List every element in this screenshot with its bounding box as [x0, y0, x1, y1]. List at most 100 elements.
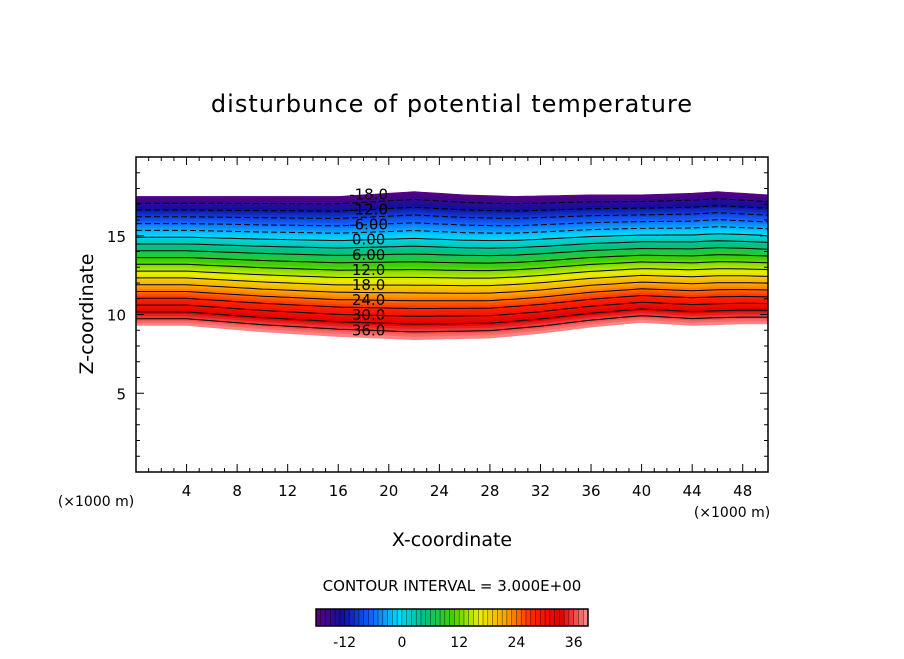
colorbar-swatch	[463, 609, 470, 626]
contour-interval-label: CONTOUR INTERVAL = 3.000E+00	[323, 577, 582, 595]
colorbar-swatch	[330, 609, 336, 626]
colorbar-swatch	[578, 609, 584, 626]
colorbar-swatch	[363, 609, 369, 626]
x-tick-label: 28	[480, 482, 499, 500]
colorbar-swatch	[459, 609, 465, 626]
colorbar-swatch	[549, 609, 555, 626]
colorbar-swatch	[420, 609, 427, 626]
colorbar-swatch	[444, 609, 451, 626]
contour-label: 30.0	[352, 306, 385, 324]
colorbar-swatch	[473, 609, 479, 626]
contour-label: 0.00	[352, 231, 385, 249]
chart-title: disturbunce of potential temperature	[211, 90, 693, 118]
x-tick-label: 36	[581, 482, 600, 500]
contour-line	[136, 247, 769, 257]
contour-line	[136, 205, 769, 212]
x-tick-label: 8	[232, 482, 242, 500]
contour-line	[136, 274, 769, 287]
x-tick-label: 44	[683, 482, 702, 500]
contour-line	[136, 281, 769, 294]
contour-line	[136, 219, 769, 227]
x-tick-label: 20	[379, 482, 398, 500]
colorbar-swatch	[416, 609, 422, 626]
contour-labels: -18.0-12.0-6.000.006.0012.018.024.030.03…	[349, 186, 388, 340]
colorbar-swatch	[387, 609, 393, 626]
y-tick-label: 15	[107, 228, 126, 246]
colorbar-swatch	[411, 609, 417, 626]
x-tick-labels: 4 8 12 16 20 24 28 32 36 40 44 48	[182, 482, 752, 500]
contour-label: 18.0	[352, 276, 385, 294]
colorbar	[315, 609, 589, 626]
contour-label: 24.0	[352, 291, 385, 309]
x-tick-label: 48	[733, 482, 752, 500]
colorbar-swatch	[487, 609, 493, 626]
contour-line	[136, 288, 769, 302]
colorbar-swatch	[535, 609, 541, 626]
contour-line	[136, 301, 769, 317]
colorbar-swatch	[401, 609, 408, 626]
colorbar-swatch	[320, 609, 326, 626]
colorbar-swatch	[349, 609, 355, 626]
colorbar-swatch	[368, 609, 374, 626]
colorbar-swatch	[478, 609, 484, 626]
colorbar-swatch	[521, 609, 527, 626]
colorbar-frame	[315, 608, 589, 627]
colorbar-swatch	[545, 609, 551, 626]
x-axis-title: X-coordinate	[392, 529, 512, 551]
colorbar-swatch	[335, 609, 341, 626]
colorbar-swatch	[397, 609, 403, 626]
y-tick-label: 5	[116, 385, 126, 403]
contour-label: -6.00	[349, 216, 388, 234]
contour-line	[136, 240, 769, 249]
colorbar-swatch	[530, 609, 536, 626]
contour-label: 6.00	[352, 246, 385, 264]
x-tick-label: 4	[182, 482, 192, 500]
colorbar-swatch	[316, 609, 322, 626]
colorbar-swatch	[392, 609, 398, 626]
contour-line	[136, 198, 769, 205]
colorbar-swatch	[583, 609, 589, 626]
contour-label: -18.0	[349, 186, 388, 204]
colorbar-tick-label: 24	[507, 635, 525, 651]
colorbar-swatch	[406, 609, 412, 626]
colorbar-swatch	[440, 609, 446, 626]
colorbar-tick-label: 36	[565, 635, 583, 651]
colorbar-swatch	[525, 609, 532, 626]
x-tick-label: 40	[632, 482, 651, 500]
colorbar-tick-label: -12	[333, 635, 356, 651]
x-tick-label: 16	[329, 482, 348, 500]
contour-line	[136, 268, 769, 279]
colorbar-swatch	[378, 609, 384, 626]
colorbar-swatch	[559, 609, 565, 626]
colorbar-swatch	[511, 609, 517, 626]
colorbar-swatch	[497, 609, 503, 626]
x-tick-label: 24	[430, 482, 449, 500]
x-unit-left: (×1000 m)	[58, 494, 134, 510]
x-tick-label: 12	[278, 482, 297, 500]
y-tick-labels: 5 10 15	[107, 228, 126, 404]
colorbar-swatch	[358, 609, 365, 626]
y-axis-title: Z-coordinate	[76, 254, 98, 375]
colorbar-tick-labels: -12 0 12 24 36	[333, 635, 583, 651]
contour-lines	[136, 198, 769, 333]
colorbar-swatch	[554, 609, 560, 626]
colorbar-swatch	[435, 609, 441, 626]
contour-line	[136, 261, 769, 272]
contour-line	[136, 308, 769, 325]
x-unit-right: (×1000 m)	[694, 505, 770, 521]
colorbar-swatch	[373, 609, 379, 626]
colorbar-swatch	[430, 609, 436, 626]
colorbar-swatch	[516, 609, 522, 626]
colorbar-swatch	[344, 609, 350, 626]
colorbar-swatch	[502, 609, 508, 626]
contour-label: 36.0	[352, 321, 385, 339]
contour-line	[136, 212, 769, 220]
contour-line	[136, 226, 769, 234]
contour-line	[136, 233, 769, 242]
axis-ticks	[136, 157, 768, 472]
contour-label: -12.0	[349, 201, 388, 219]
colorbar-swatch	[354, 609, 360, 626]
colorbar-swatch	[568, 609, 575, 626]
